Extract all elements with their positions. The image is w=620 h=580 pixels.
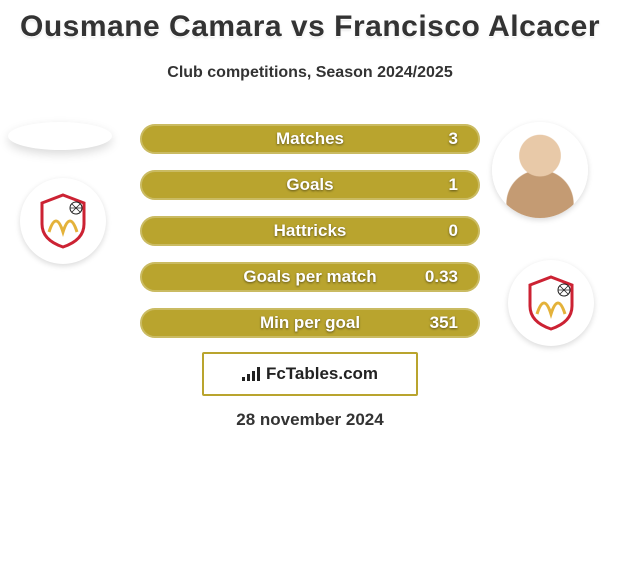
stat-label: Goals (140, 175, 480, 195)
stat-label: Hattricks (140, 221, 480, 241)
avatar-placeholder-icon (492, 122, 588, 218)
subtitle: Club competitions, Season 2024/2025 (0, 64, 620, 82)
club-crest-icon (34, 192, 92, 250)
stat-bar: Min per goal351 (140, 308, 480, 338)
stat-value: 1 (449, 175, 458, 195)
player-b-club-badge (508, 260, 594, 346)
snapshot-date: 28 november 2024 (0, 410, 620, 430)
brand-text: FcTables.com (266, 364, 378, 384)
stat-value: 0.33 (425, 267, 458, 287)
stat-bar: Goals per match0.33 (140, 262, 480, 292)
page-title: Ousmane Camara vs Francisco Alcacer (0, 10, 620, 44)
club-crest-icon (522, 274, 580, 332)
stat-label: Matches (140, 129, 480, 149)
stat-bar: Hattricks0 (140, 216, 480, 246)
stat-bar: Matches3 (140, 124, 480, 154)
bar-chart-icon (242, 367, 260, 381)
player-a-club-badge (20, 178, 106, 264)
stat-value: 3 (449, 129, 458, 149)
brand-watermark: FcTables.com (202, 352, 418, 396)
player-a-avatar-placeholder (8, 122, 112, 150)
stat-value: 0 (449, 221, 458, 241)
player-b-avatar (492, 122, 588, 218)
comparison-card: Ousmane Camara vs Francisco Alcacer Club… (0, 0, 620, 580)
stat-value: 351 (430, 313, 458, 333)
stat-bar: Goals1 (140, 170, 480, 200)
